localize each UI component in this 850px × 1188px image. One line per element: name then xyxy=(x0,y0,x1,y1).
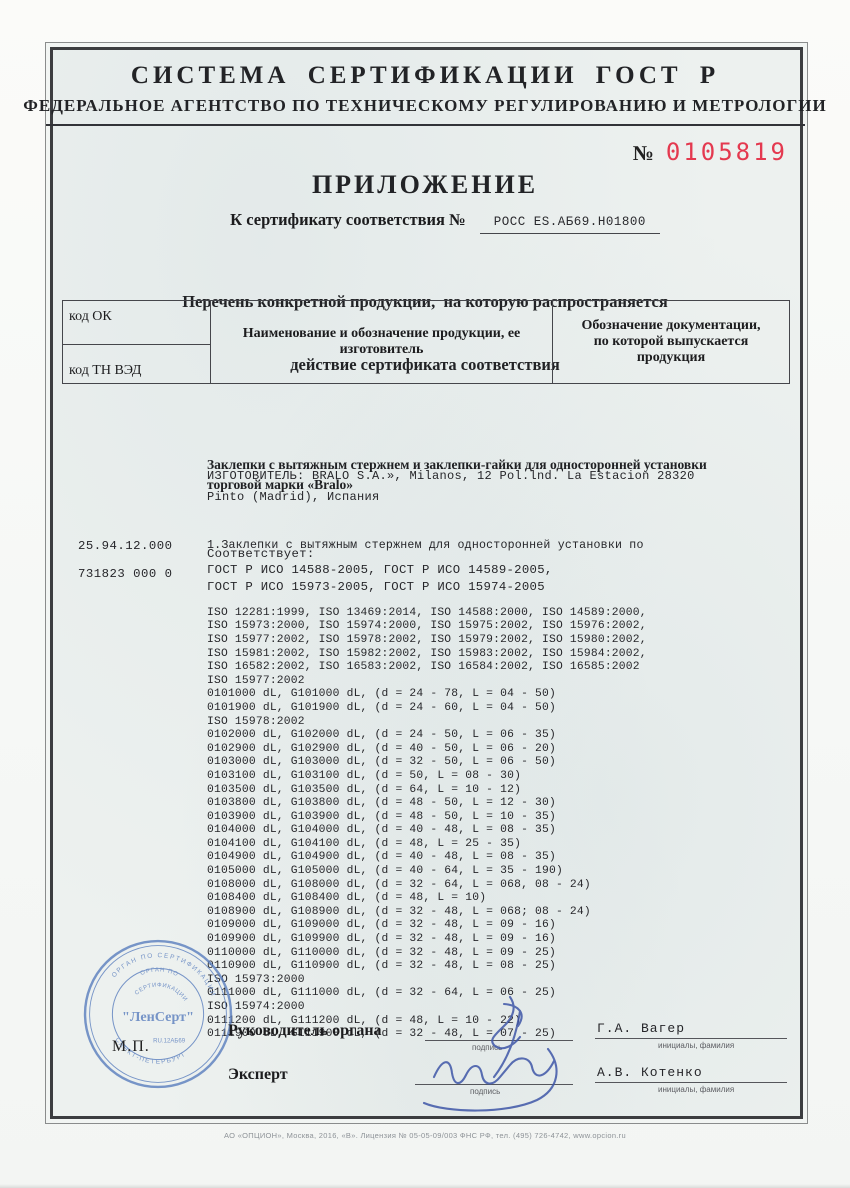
list-item: ISO 15978:2002 xyxy=(207,715,305,728)
col-header-documentation: Обозначение документации, по которой вып… xyxy=(581,318,761,365)
head-role-label: Руководитель органа xyxy=(228,1022,382,1039)
head-name-field: Г.А. Вагер xyxy=(595,1012,787,1039)
header-agency-title: ФЕДЕРАЛЬНОЕ АГЕНТСТВО ПО ТЕХНИЧЕСКОМУ РЕ… xyxy=(23,96,827,115)
product-description-line: Заклепки с вытяжным стержнем и заклепки-… xyxy=(207,457,707,472)
col-header-product-name: Наименование и обозначение продукции, ее… xyxy=(211,301,553,383)
list-item: ISO 15977:2002, ISO 15978:2002, ISO 1597… xyxy=(207,633,647,646)
manufacturer-line: Pinto (Madrid), Испания xyxy=(207,490,380,504)
list-item: ISO 15981:2002, ISO 15982:2002, ISO 1598… xyxy=(207,647,647,660)
list-item: 0101000 dL, G101000 dL, (d = 24 - 78, L … xyxy=(207,688,556,701)
expert-signature-line xyxy=(415,1052,573,1085)
head-name-caption: инициалы, фамилия xyxy=(658,1041,735,1050)
list-item: 0111200 dL, G111200 dL, (d = 48, L = 10 … xyxy=(207,1014,522,1027)
list-item: 0109000 dL, G109000 dL, (d = 32 - 48, L … xyxy=(207,919,556,932)
products-table: код ОК код ТН ВЭД Наименование и обознач… xyxy=(62,300,790,384)
expert-name-field: А.В. Котенко xyxy=(595,1056,787,1083)
subtitle-line-2: действие сертификата соответствия xyxy=(290,355,560,374)
product-description-block: Заклепки с вытяжным стержнем и заклепки-… xyxy=(207,455,707,494)
product-description-line: торговой марки «Bralo» xyxy=(207,476,354,492)
signature-ink-icon xyxy=(422,995,558,1112)
page-title: ПРИЛОЖЕНИЕ xyxy=(311,170,539,199)
conformity-line: Соответствует: xyxy=(207,546,315,561)
list-item: 0109900 dL, G109900 dL, (d = 32 - 48, L … xyxy=(207,933,556,946)
subtitle-line-1: Перечень конкретной продукции, на котору… xyxy=(182,292,668,311)
list-item: 0103800 dL, G103800 dL, (d = 48 - 50, L … xyxy=(207,797,556,810)
subtitle: Перечень конкретной продукции, на котору… xyxy=(0,249,850,417)
list-item: 0103900 dL, G103900 dL, (d = 48 - 50, L … xyxy=(207,810,556,823)
svg-text:RU.12АБ69: RU.12АБ69 xyxy=(153,1037,186,1044)
head-name-value: Г.А. Вагер xyxy=(597,1021,686,1036)
list-item: ISO 15973:2000, ISO 15974:2000, ISO 1597… xyxy=(207,620,647,633)
manufacturer-block: ИЗГОТОВИТЕЛЬ: BRALO S.A.», Milanos, 12 P… xyxy=(207,401,695,509)
col-header-tnved-code: код ТН ВЭД xyxy=(69,363,142,378)
col-header-ok-code: код ОК xyxy=(63,301,210,345)
manufacturer-line: ИЗГОТОВИТЕЛЬ: BRALO S.A.», Milanos, 12 P… xyxy=(207,468,695,483)
list-item: 0108000 dL, G108000 dL, (d = 32 - 64, L … xyxy=(207,878,591,891)
svg-text:ОРГАН ПО: ОРГАН ПО xyxy=(140,967,180,978)
head-signature-line xyxy=(425,1006,573,1041)
certificate-number-value: РОСС ES.АБ69.Н01800 xyxy=(493,215,646,229)
svg-text:ОРГАН ПО СЕРТИФИКАЦИИ: ОРГАН ПО СЕРТИФИКАЦИИ xyxy=(111,952,218,998)
list-item: ISO 12281:1999, ISO 13469:2014, ISO 1458… xyxy=(207,606,647,619)
list-item: 0102000 dL, G102000 dL, (d = 24 - 50, L … xyxy=(207,729,556,742)
svg-text:СЕРТИФИКАЦИИ: СЕРТИФИКАЦИИ xyxy=(134,983,188,1003)
expert-signature-caption: подпись xyxy=(470,1087,501,1096)
certificate-inner-border xyxy=(50,47,803,1119)
expert-role-label: Эксперт xyxy=(228,1066,288,1083)
list-item: ISO 15977:2002 xyxy=(207,674,305,687)
stamp-place-mark: М.П. xyxy=(112,1038,150,1055)
list-item: 0103000 dL, G103000 dL, (d = 32 - 50, L … xyxy=(207,756,556,769)
list-item: 0102900 dL, G102900 dL, (d = 40 - 50, L … xyxy=(207,742,556,755)
certificate-number-field: РОСС ES.АБ69.Н01800 xyxy=(479,210,660,234)
codes-column: код ОК код ТН ВЭД xyxy=(63,301,211,383)
header-system-title: СИСТЕМА СЕРТИФИКАЦИИ ГОСТ Р xyxy=(130,62,720,89)
certificate-reference-label: К сертификату соответствия № xyxy=(230,210,466,229)
certificate-border xyxy=(45,42,808,1124)
certification-stamp-icon: ОРГАН ПО СЕРТИФИКАЦИИ САНКТ-ПЕТЕРБУРГ ОР… xyxy=(83,939,233,1089)
certificate-reference-line: К сертификату соответствия № РОСС ES.АБ6… xyxy=(0,210,850,234)
doc-number: № 0105819 xyxy=(633,138,788,166)
conformity-line: ГОСТ Р ИСО 15973-2005, ГОСТ Р ИСО 15974-… xyxy=(207,579,545,594)
list-item: 0104900 dL, G104900 dL, (d = 40 - 48, L … xyxy=(207,851,556,864)
list-item: 0111900 dL, G111900 dL, (d = 32 - 48, L … xyxy=(207,1028,556,1041)
list-item: 0110000 dL, G110000 dL, (d = 32 - 48, L … xyxy=(207,946,556,959)
doc-number-value: 0105819 xyxy=(665,138,788,166)
item-1-heading: 1.Заклепки с вытяжным стержнем для однос… xyxy=(207,539,644,552)
head-signature-caption: подпись xyxy=(472,1043,503,1052)
standards-and-models-list: ISO 12281:1999, ISO 13469:2014, ISO 1458… xyxy=(207,566,647,1042)
list-item: 0103100 dL, G103100 dL, (d = 50, L = 08 … xyxy=(207,769,522,782)
list-item: 0108400 dL, G108400 dL, (d = 48, L = 10) xyxy=(207,892,487,905)
conformity-line: ГОСТ Р ИСО 14588-2005, ГОСТ Р ИСО 14589-… xyxy=(207,563,553,577)
conformity-block: Соответствует: ГОСТ Р ИСО 14588-2005, ГОС… xyxy=(207,496,553,595)
expert-name-caption: инициалы, фамилия xyxy=(658,1085,735,1094)
list-item: 0110900 dL, G110900 dL, (d = 32 - 48, L … xyxy=(207,960,556,973)
list-item: 0108900 dL, G108900 dL, (d = 32 - 48, L … xyxy=(207,905,591,918)
list-item: 0104000 dL, G104000 dL, (d = 40 - 48, L … xyxy=(207,824,556,837)
list-item: ISO 15974:2000 xyxy=(207,1001,305,1013)
printer-imprint: АО «ОПЦИОН», Москва, 2016, «В». Лицензия… xyxy=(224,1131,626,1140)
list-item: 0101900 dL, G101900 dL, (d = 24 - 60, L … xyxy=(207,701,556,714)
ok-code-value: 25.94.12.000 xyxy=(78,539,173,553)
list-item: 0104100 dL, G104100 dL, (d = 48, L = 25 … xyxy=(207,837,522,850)
list-item: ISO 16582:2002, ISO 16583:2002, ISO 1658… xyxy=(207,661,640,674)
expert-name-value: А.В. Котенко xyxy=(597,1065,703,1080)
list-item: 0105000 dL, G105000 dL, (d = 40 - 64, L … xyxy=(207,865,563,878)
doc-number-label: № xyxy=(632,141,654,165)
header-divider xyxy=(46,124,805,126)
tnved-code-value: 731823 000 0 xyxy=(78,567,173,581)
svg-text:"ЛенСерт": "ЛенСерт" xyxy=(122,1009,194,1025)
list-item: 0103500 dL, G103500 dL, (d = 64, L = 10 … xyxy=(207,783,522,796)
